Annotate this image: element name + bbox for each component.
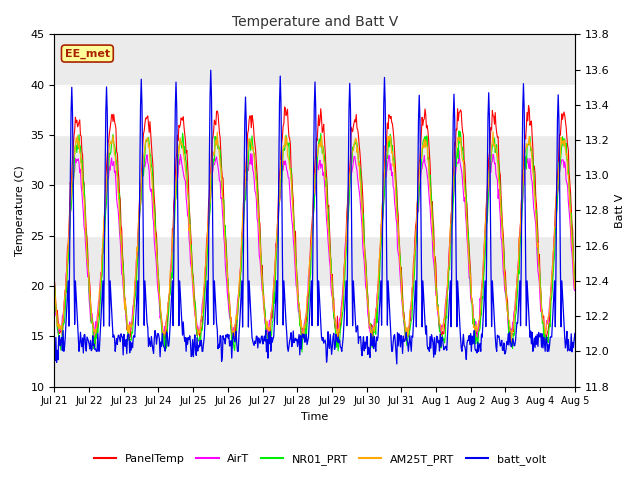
Bar (54, 84, 575, 135)
X-axis label: Time: Time (301, 412, 328, 422)
Bar (54, 35, 575, 84)
Bar (54, 35, 575, 84)
Y-axis label: Temperature (C): Temperature (C) (15, 165, 25, 256)
Text: EE_met: EE_met (65, 48, 110, 59)
Legend: PanelTemp, AirT, NR01_PRT, AM25T_PRT, batt_volt: PanelTemp, AirT, NR01_PRT, AM25T_PRT, ba… (90, 450, 550, 469)
Bar (54, 286, 575, 336)
Bar (54, 185, 575, 236)
Y-axis label: Batt V: Batt V (615, 193, 625, 228)
Bar (54, 135, 575, 185)
Bar (54, 236, 575, 286)
Bar (54, 336, 575, 386)
Bar (54, 236, 575, 286)
Title: Temperature and Batt V: Temperature and Batt V (232, 15, 397, 29)
Bar (54, 135, 575, 185)
